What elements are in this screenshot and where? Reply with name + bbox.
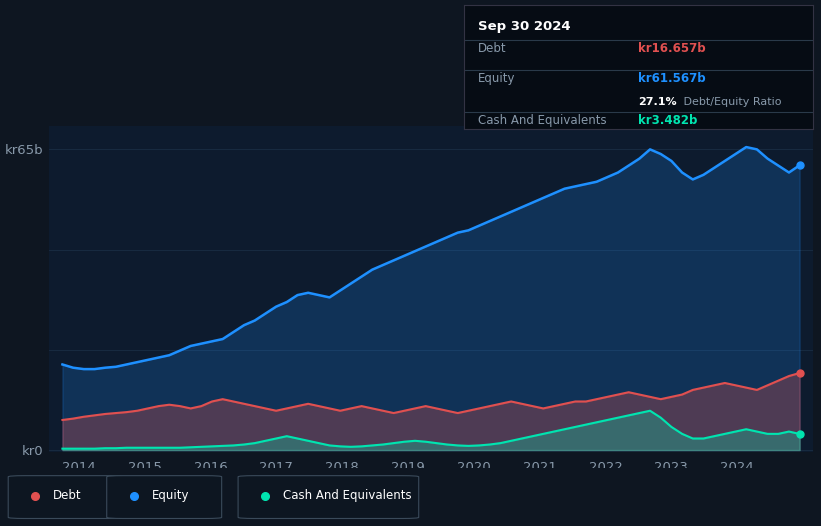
Text: 27.1%: 27.1% [639,97,677,107]
Text: kr3.482b: kr3.482b [639,114,698,127]
Text: kr61.567b: kr61.567b [639,72,706,85]
Text: Debt: Debt [478,43,507,55]
FancyBboxPatch shape [107,476,222,519]
Text: Debt: Debt [53,489,82,502]
Text: Debt/Equity Ratio: Debt/Equity Ratio [680,97,782,107]
Text: Cash And Equivalents: Cash And Equivalents [283,489,412,502]
Text: Sep 30 2024: Sep 30 2024 [478,20,571,33]
Text: Cash And Equivalents: Cash And Equivalents [478,114,607,127]
Text: Equity: Equity [152,489,190,502]
FancyBboxPatch shape [8,476,123,519]
Text: Equity: Equity [478,72,516,85]
Text: kr16.657b: kr16.657b [639,43,706,55]
FancyBboxPatch shape [238,476,419,519]
